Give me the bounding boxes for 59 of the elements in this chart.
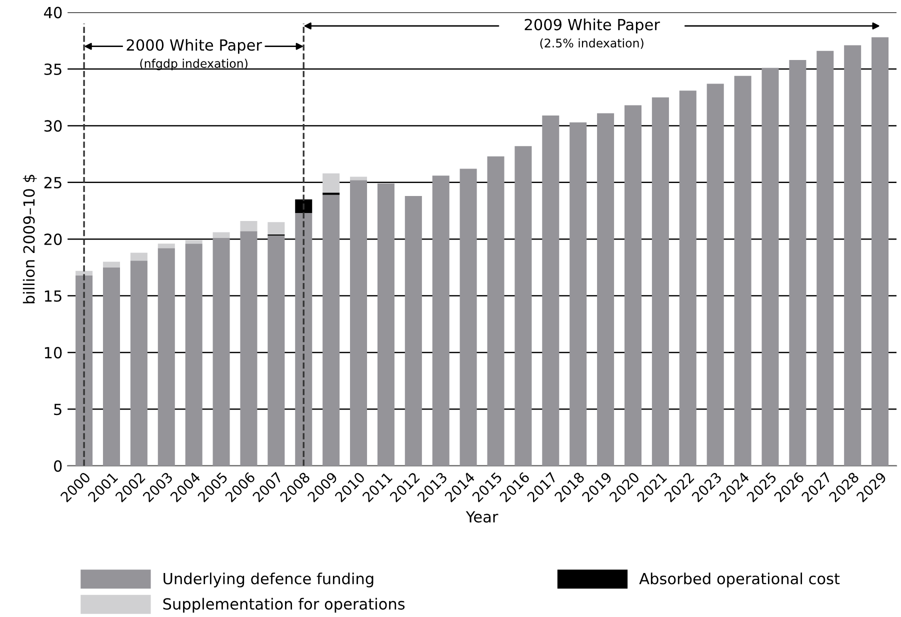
- bar: [350, 180, 368, 466]
- y-tick-label: 10: [44, 346, 62, 358]
- bar: [130, 252, 148, 261]
- bar: [789, 60, 806, 466]
- annotation: (nfgdp indexation): [140, 58, 248, 70]
- bar: [706, 84, 724, 466]
- bar: [76, 270, 93, 276]
- bar: [514, 146, 532, 466]
- bar: [844, 45, 862, 466]
- y-tick-label: 15: [44, 290, 62, 302]
- bar: [762, 68, 779, 466]
- bar: [268, 236, 285, 466]
- bar: [322, 194, 340, 466]
- bar: [350, 176, 368, 180]
- bar: [542, 116, 560, 466]
- legend-label: Underlying defence funding: [164, 572, 374, 588]
- bar: [404, 196, 422, 466]
- annotation: 2009 White Paper: [524, 18, 660, 34]
- bar: [322, 173, 340, 193]
- y-tick-label: 25: [44, 176, 62, 188]
- bar: [158, 244, 175, 248]
- bar: [487, 156, 504, 466]
- bar: [652, 97, 669, 466]
- legend-label: Absorbed operational cost: [639, 572, 840, 588]
- bar: [185, 240, 202, 244]
- y-tick-label: 20: [44, 234, 62, 246]
- bar: [377, 184, 394, 466]
- bar: [295, 213, 312, 466]
- bar: [185, 244, 202, 466]
- bar: [295, 199, 312, 214]
- annotation: 2000 White Paper: [126, 38, 262, 54]
- bar: [872, 37, 889, 466]
- y-tick-label: 40: [44, 6, 62, 18]
- bar: [624, 105, 642, 466]
- bar: [76, 275, 93, 466]
- bar: [268, 222, 285, 235]
- bar: [597, 113, 614, 466]
- bar: [570, 122, 587, 466]
- bar: [432, 176, 450, 466]
- bar: [240, 220, 258, 232]
- bar: [212, 232, 230, 238]
- bar: [212, 238, 230, 466]
- x-axis-title: Year: [466, 511, 498, 523]
- bar: [158, 248, 175, 466]
- bar: [734, 76, 752, 466]
- bar: [102, 267, 120, 466]
- y-tick-label: 0: [54, 460, 62, 472]
- bar: [679, 90, 696, 466]
- y-tick-label: 5: [54, 404, 62, 416]
- y-tick-label: 35: [44, 63, 62, 76]
- legend-label: Supplementation for operations: [163, 598, 405, 613]
- y-tick-label: 30: [44, 120, 62, 132]
- bar: [460, 168, 477, 466]
- y-axis-title: billion 2009–10 $: [22, 174, 37, 304]
- bar: [130, 260, 148, 466]
- bar: [240, 231, 258, 466]
- bar: [816, 50, 834, 466]
- bar: [102, 262, 120, 268]
- annotation: (2.5% indexation): [540, 38, 644, 49]
